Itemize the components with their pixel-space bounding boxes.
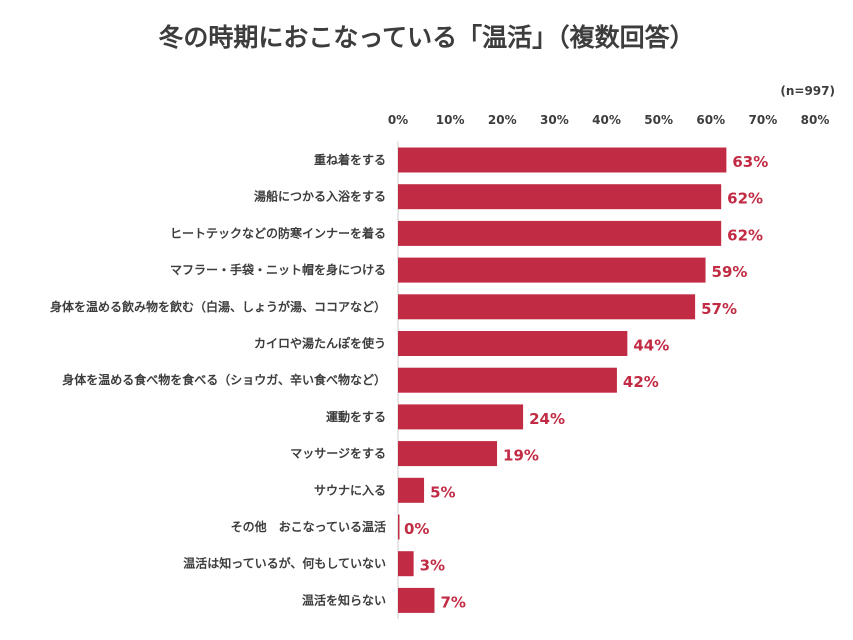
bar [398,257,706,283]
bar [398,551,414,577]
category-label: 身体を温める食べ物を食べる（ショウガ、辛い食べ物など） [62,372,386,387]
category-label: カイロや湯たんぽを使う [254,336,386,351]
value-labels: 63% 62% 62% 59% 57% 44% 42% 24% 19% 5% 0% 3% 7% [404,153,768,611]
bar [398,367,617,393]
sample-size-note: (n=997) [780,84,835,98]
x-tick-label: 40% [592,113,621,127]
category-label: 湯船につかる入浴をする [254,189,386,204]
category-label: ヒートテックなどの防寒インナーを着る [170,225,386,240]
bar [398,441,498,467]
value-label: 5% [430,483,455,501]
x-tick-label: 60% [696,113,725,127]
category-label: マフラー・手袋・ニット帽を身につける [170,262,386,277]
bars [398,147,727,613]
x-tick-label: 50% [644,113,673,127]
bar [398,331,628,356]
value-label: 7% [440,593,465,611]
category-label: その他 おこなっている温活 [231,519,386,534]
value-label: 44% [633,337,669,355]
value-label: 42% [623,373,659,391]
bar [398,220,722,246]
value-label: 63% [732,153,768,171]
x-axis-ticks: 0% 10% 20% 30% 40% 50% 60% 70% 80% [388,113,830,127]
bar [398,294,696,320]
x-tick-label: 10% [436,113,465,127]
x-tick-label: 80% [801,113,830,127]
category-label: サウナに入る [314,483,386,497]
chart-title: 冬の時期におこなっている「温活」（複数回答） [158,23,695,52]
category-label: 温活は知っているが、何もしていない [183,556,386,571]
x-tick-label: 0% [388,113,408,127]
value-label: 3% [420,557,445,575]
category-label: 運動をする [326,409,386,424]
category-label: 温活を知らない [302,592,386,607]
value-label: 24% [529,410,565,428]
bar [398,477,425,503]
value-label: 62% [727,190,763,208]
bar [398,587,435,613]
value-label: 19% [503,447,539,465]
value-label: 62% [727,226,763,244]
bar [398,404,524,430]
value-label: 59% [712,263,748,281]
category-label: マッサージをする [290,447,386,461]
x-tick-label: 30% [540,113,569,127]
category-labels: 重ね着をする湯船につかる入浴をするヒートテックなどの防寒インナーを着るマフラー・… [50,152,386,607]
value-label: 57% [701,300,737,318]
bar [398,184,722,210]
bar [398,147,727,173]
x-tick-label: 20% [488,113,517,127]
value-label: 0% [404,520,429,538]
category-label: 身体を温める飲み物を飲む（白湯、しょうが湯、ココアなど） [50,299,386,314]
category-label: 重ね着をする [314,152,386,167]
bar [398,514,400,540]
x-tick-label: 70% [749,113,778,127]
